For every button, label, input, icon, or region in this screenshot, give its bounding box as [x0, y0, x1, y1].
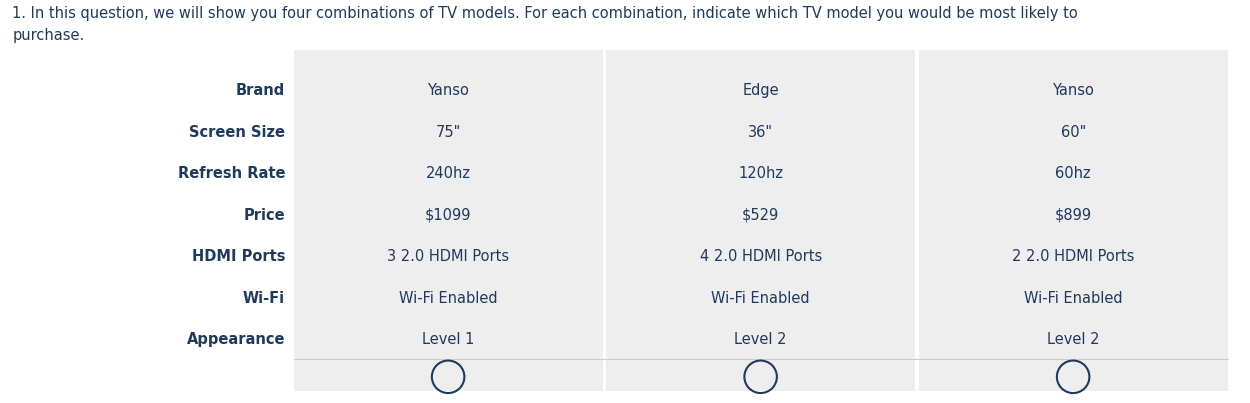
Text: 36": 36" [748, 125, 772, 140]
Text: Refresh Rate: Refresh Rate [177, 166, 285, 181]
Text: $1099: $1099 [425, 208, 471, 223]
Text: Level 1: Level 1 [422, 332, 474, 347]
Text: 120hz: 120hz [738, 166, 782, 181]
Text: Price: Price [244, 208, 285, 223]
Text: $529: $529 [742, 208, 779, 223]
Text: Level 2: Level 2 [1048, 332, 1100, 347]
Text: 240hz: 240hz [425, 166, 470, 181]
FancyBboxPatch shape [294, 50, 602, 391]
Text: Screen Size: Screen Size [189, 125, 285, 140]
Text: Level 2: Level 2 [735, 332, 788, 347]
Text: 60hz: 60hz [1055, 166, 1091, 181]
Text: 4 2.0 HDMI Ports: 4 2.0 HDMI Ports [700, 249, 821, 264]
Text: Appearance: Appearance [186, 332, 285, 347]
Text: HDMI Ports: HDMI Ports [191, 249, 285, 264]
Text: Yanso: Yanso [428, 83, 469, 98]
Text: 60": 60" [1060, 125, 1086, 140]
Text: Edge: Edge [742, 83, 779, 98]
FancyBboxPatch shape [919, 50, 1228, 391]
Text: 3 2.0 HDMI Ports: 3 2.0 HDMI Ports [388, 249, 509, 264]
Text: 1. In this question, we will show you four combinations of TV models. For each c: 1. In this question, we will show you fo… [12, 6, 1079, 43]
Text: Wi-Fi: Wi-Fi [242, 291, 285, 306]
Text: Brand: Brand [236, 83, 285, 98]
Text: Wi-Fi Enabled: Wi-Fi Enabled [399, 291, 498, 306]
Text: 2 2.0 HDMI Ports: 2 2.0 HDMI Ports [1013, 249, 1134, 264]
Text: Wi-Fi Enabled: Wi-Fi Enabled [711, 291, 810, 306]
Text: Wi-Fi Enabled: Wi-Fi Enabled [1024, 291, 1122, 306]
Text: $899: $899 [1055, 208, 1091, 223]
Text: Yanso: Yanso [1052, 83, 1094, 98]
Text: 75": 75" [435, 125, 461, 140]
FancyBboxPatch shape [606, 50, 915, 391]
